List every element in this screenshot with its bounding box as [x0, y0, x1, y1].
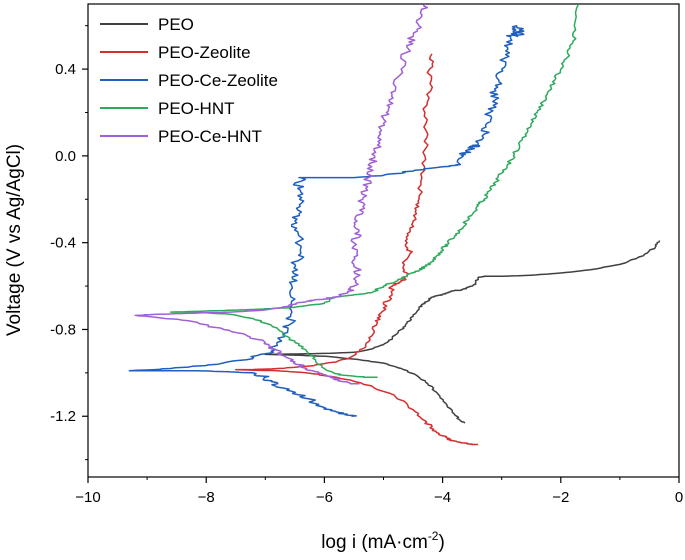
y-axis-title: Voltage (V vs Ag/AgCl) [4, 144, 25, 336]
x-tick-label: −8 [198, 489, 215, 506]
y-tick-label: -0.4 [50, 235, 76, 252]
legend-label: PEO [158, 15, 194, 34]
axes: −10 −8 −6 −4 −2 0 -1.2 -0.8 -0.4 0.0 0.4 [50, 3, 683, 506]
x-tick-label: −4 [434, 489, 451, 506]
x-axis-title: log i (mA·cm-2) [321, 529, 445, 553]
y-tick-label: 0.0 [55, 148, 76, 165]
x-tick-label: −2 [552, 489, 569, 506]
x-tick-label: 0 [675, 489, 683, 506]
legend-label: PEO-HNT [158, 99, 235, 118]
legend-label: PEO-Ce-Zeolite [158, 71, 278, 90]
legend-label: PEO-Ce-HNT [158, 127, 262, 146]
x-tick-label: −10 [75, 489, 100, 506]
series-line-peo-ce-zeolite [128, 24, 525, 417]
series-line-peo [264, 240, 661, 424]
series-line-peo-hnt [169, 4, 580, 378]
series-line-peo-zeolite [235, 53, 479, 446]
series-layer [128, 4, 661, 446]
y-tick-label: 0.4 [55, 61, 76, 78]
x-tick-label: −6 [316, 489, 333, 506]
series-line-peo-ce-hnt [134, 4, 429, 385]
legend: PEO PEO-Zeolite PEO-Ce-Zeolite PEO-HNT PEO-C… [100, 15, 278, 146]
legend-label: PEO-Zeolite [158, 43, 251, 62]
y-tick-label: -1.2 [50, 408, 76, 425]
y-tick-label: -0.8 [50, 321, 76, 338]
